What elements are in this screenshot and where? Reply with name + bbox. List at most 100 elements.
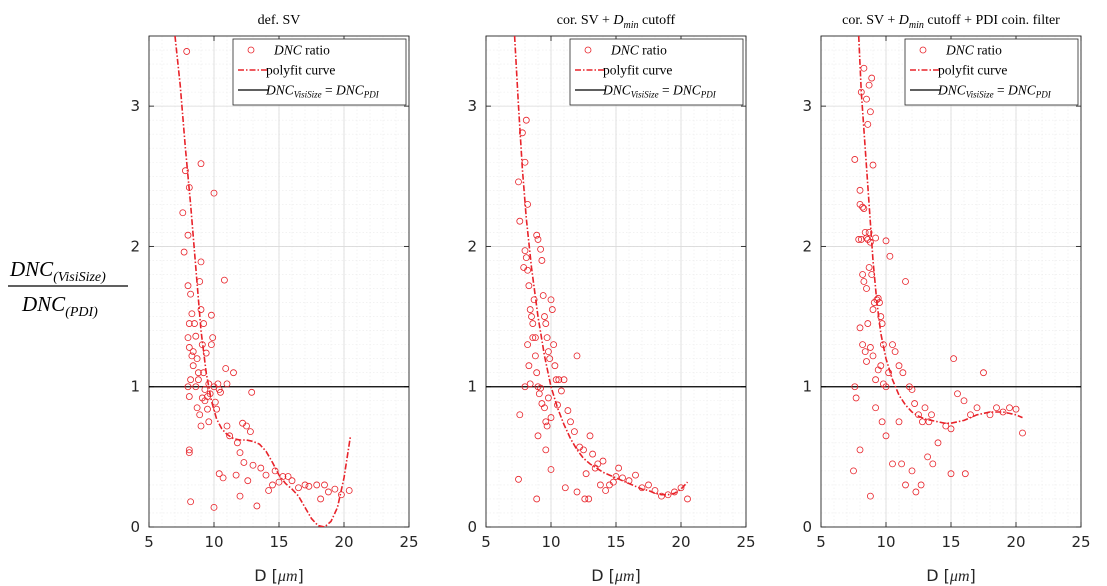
legend-box [232, 38, 407, 106]
scatter-point [222, 365, 230, 372]
scatter-point [567, 418, 574, 426]
legend-marker-circle [247, 46, 255, 54]
scatter-point [525, 282, 533, 290]
scatter-point [197, 258, 205, 266]
legend-entry-text: DNCVisiSize = DNCPDI [265, 83, 380, 100]
x-tick-label: 15 [941, 533, 960, 551]
y-tick-label: 1 [802, 378, 812, 396]
scatter-point [947, 470, 955, 478]
scatter-point [521, 158, 529, 166]
scatter-point [533, 231, 541, 239]
scatter-point [882, 432, 890, 440]
scatter-point [928, 411, 935, 419]
scatter-point [867, 492, 874, 500]
x-axis-label: D [μm] [254, 566, 304, 585]
scatter-point [185, 344, 193, 351]
polyfit-curve [513, 36, 689, 496]
scatter-point [912, 488, 920, 496]
scatter-point [889, 460, 896, 468]
x-tick-label: 5 [144, 533, 154, 551]
scatter-point [864, 120, 872, 128]
scatter-point [615, 464, 622, 472]
scatter-point [993, 404, 1000, 412]
scatter-point [192, 332, 200, 340]
scatter-point [856, 200, 864, 208]
scatter-point [856, 446, 864, 454]
scatter-point [851, 156, 859, 163]
scatter-point [560, 376, 568, 384]
scatter-point [236, 492, 244, 500]
scatter-point [902, 481, 909, 489]
scatter-point [184, 282, 192, 290]
scatter-point [232, 471, 240, 479]
scatter-point [521, 383, 529, 391]
scatter-point [671, 488, 678, 496]
scatter-point [185, 446, 193, 454]
scatter-point [921, 404, 929, 412]
scatter-point [265, 487, 273, 494]
scatter-point [960, 397, 968, 405]
scatter-point [230, 369, 237, 377]
scatter-point [872, 404, 879, 412]
scatter-point [192, 383, 200, 391]
scatter-point [925, 418, 933, 426]
chart-title: def. SV [258, 13, 301, 28]
legend-entry-text: DNCVisiSize = DNCPDI [602, 83, 717, 100]
scatter-point [547, 466, 555, 473]
scatter-point [861, 348, 869, 356]
scatter-point [911, 400, 918, 407]
scatter-point [859, 341, 866, 349]
scatter-point [215, 470, 223, 478]
scatter-point [902, 278, 909, 285]
y-tick-label: 2 [467, 237, 477, 255]
scatter-point [908, 467, 916, 475]
legend-box [904, 38, 1079, 106]
scatter-point [658, 492, 665, 500]
scatter-point [917, 481, 925, 489]
scatter-point [878, 418, 886, 426]
scatter-point [194, 369, 202, 377]
x-tick-label: 15 [606, 533, 625, 551]
scatter-point [532, 352, 539, 360]
scatter-point [542, 446, 550, 454]
scatter-point [645, 481, 652, 489]
scatter-point [196, 411, 204, 419]
scatter-point [677, 484, 685, 492]
scatter-point [877, 362, 885, 370]
scatter-point [529, 320, 537, 327]
scatter-point [863, 358, 870, 365]
scatter-point [262, 471, 270, 479]
ylabel-denominator: DNC(PDI) [21, 292, 98, 320]
scatter-point [597, 481, 604, 489]
scatter-point [284, 473, 292, 480]
scatter-point [651, 487, 659, 494]
scatter-point [269, 481, 276, 489]
scatter-point [543, 334, 551, 342]
scatter-point [271, 467, 279, 475]
scatter-point [313, 481, 321, 489]
scatter-point [899, 369, 907, 377]
scatter-point [882, 237, 890, 245]
scatter-point [585, 495, 593, 503]
scatter-point [619, 474, 626, 482]
scatter-point [986, 411, 994, 419]
scatter-point [872, 234, 879, 242]
scatter-point [863, 95, 870, 103]
scatter-point [961, 470, 969, 478]
x-tick-label: 20 [671, 533, 690, 551]
scatter-point [226, 432, 234, 440]
scatter-point [856, 324, 864, 332]
x-tick-label: 25 [399, 533, 418, 551]
x-tick-label: 10 [541, 533, 560, 551]
y-tick-label: 3 [802, 97, 812, 115]
scatter-point [185, 449, 193, 457]
scatter-point [193, 404, 201, 412]
scatter-point [942, 422, 950, 430]
x-tick-label: 25 [1071, 533, 1090, 551]
x-tick-label: 15 [269, 533, 288, 551]
scatter-point [865, 228, 873, 236]
scatter-point [542, 320, 550, 327]
scatter-point [534, 432, 542, 440]
legend-marker-circle [919, 46, 927, 54]
legend-entry-text: DNC ratio [945, 43, 1002, 58]
